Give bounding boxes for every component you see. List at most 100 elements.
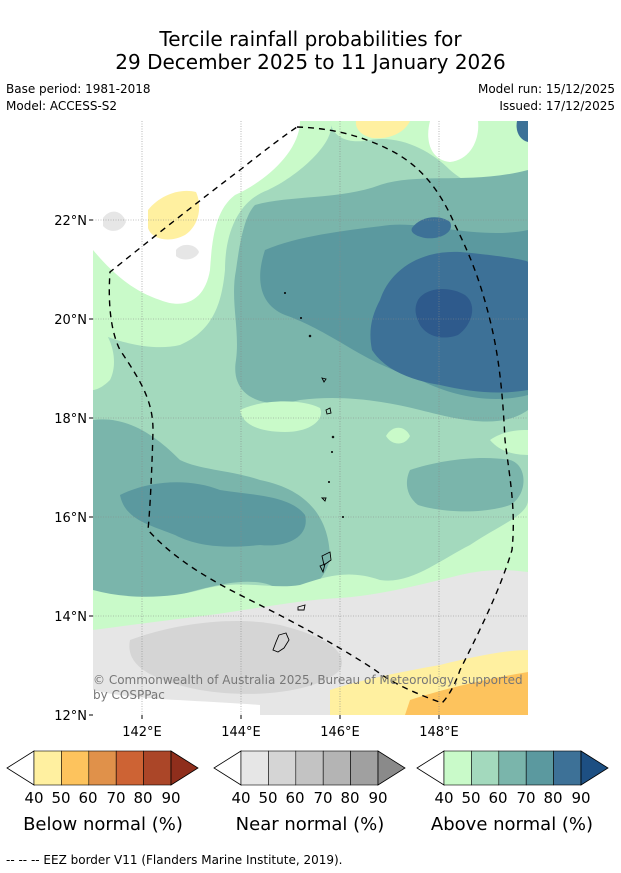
colorbar-near bbox=[213, 750, 406, 786]
colorbar-tick: 50 bbox=[258, 789, 277, 807]
island-c bbox=[321, 377, 327, 383]
colorbar-below-max-arrow bbox=[170, 750, 199, 786]
lat-label: 20°N bbox=[54, 313, 87, 328]
field-above-80-north bbox=[411, 217, 451, 239]
island-e bbox=[330, 450, 334, 454]
eez-footnote: -- -- -- EEZ border V11 (Flanders Marine… bbox=[6, 853, 343, 867]
colorbar-above-title: Above normal (%) bbox=[431, 814, 593, 835]
colorbar-cell bbox=[498, 750, 527, 786]
field-above-60-east bbox=[406, 458, 524, 512]
eez-border bbox=[108, 126, 514, 704]
tinian-island bbox=[319, 563, 326, 574]
saipan-island bbox=[321, 551, 332, 566]
issued-label: Issued: 17/12/2025 bbox=[499, 99, 615, 113]
guam-island bbox=[272, 632, 290, 653]
colorbar-below-cells bbox=[33, 750, 172, 786]
lat-label: 16°N bbox=[54, 511, 87, 526]
colorbar-tick: 90 bbox=[368, 789, 387, 807]
colorbar-tick: 70 bbox=[106, 789, 125, 807]
field-above-40-patch-b bbox=[386, 427, 410, 444]
map-title-line2: 29 December 2025 to 11 January 2026 bbox=[115, 50, 506, 74]
island-i bbox=[283, 291, 287, 295]
colorbar-below-ticks: 40 50 60 70 80 90 bbox=[24, 789, 180, 807]
field-above-90 bbox=[415, 288, 473, 338]
field-below-50-se bbox=[405, 672, 528, 715]
colorbar-tick: 80 bbox=[133, 789, 152, 807]
field-white-sw bbox=[93, 690, 260, 715]
colorbar-cell bbox=[322, 750, 351, 786]
field-above-40-patch-w bbox=[93, 320, 114, 390]
colorbar-cell bbox=[61, 750, 90, 786]
colorbar-near-min-arrow bbox=[213, 750, 242, 786]
base-period-label: Base period: 1981-2018 bbox=[6, 82, 151, 96]
copyright-line1: © Commonwealth of Australia 2025, Bureau… bbox=[93, 673, 523, 687]
latitude-labels: 22°N 20°N 18°N 16°N 14°N 12°N bbox=[54, 214, 87, 724]
field-near-40-a bbox=[103, 211, 126, 231]
island-d bbox=[331, 435, 335, 439]
longitude-labels: 142°E 144°E 146°E 148°E bbox=[122, 725, 459, 740]
colorbar-tick: 70 bbox=[313, 789, 332, 807]
colorbar-below-title: Below normal (%) bbox=[23, 814, 183, 835]
lon-label: 146°E bbox=[320, 725, 360, 740]
colorbar-tick: 60 bbox=[285, 789, 304, 807]
lon-label: 148°E bbox=[419, 725, 459, 740]
rota-island bbox=[297, 604, 306, 611]
colorbar-cell bbox=[553, 750, 582, 786]
island-f bbox=[327, 480, 331, 484]
colorbar-cell bbox=[471, 750, 500, 786]
colorbar-below-min-arrow bbox=[6, 750, 35, 786]
lon-label: 144°E bbox=[221, 725, 261, 740]
colorbar-near-max-arrow bbox=[377, 750, 406, 786]
island-j bbox=[341, 515, 345, 519]
field-near-40-b bbox=[176, 244, 199, 260]
colorbar-tick: 50 bbox=[461, 789, 480, 807]
field-above-70-sw bbox=[120, 482, 306, 547]
colorbar-near-title: Near normal (%) bbox=[236, 814, 385, 835]
colorbar-cell bbox=[33, 750, 62, 786]
colorbar-tick: 40 bbox=[24, 789, 43, 807]
colorbar-cell bbox=[88, 750, 117, 786]
colorbar-cell bbox=[443, 750, 472, 786]
lat-label: 18°N bbox=[54, 412, 87, 427]
colorbar-tick: 50 bbox=[51, 789, 70, 807]
colorbar-near-cells bbox=[240, 750, 379, 786]
colorbar-tick: 80 bbox=[340, 789, 359, 807]
colorbar-below bbox=[6, 750, 199, 786]
colorbar-tick: 80 bbox=[543, 789, 562, 807]
colorbar-tick: 40 bbox=[434, 789, 453, 807]
axis-ticks bbox=[89, 219, 440, 719]
island-g bbox=[308, 334, 312, 338]
colorbar-above-min-arrow bbox=[416, 750, 445, 786]
colorbar-tick: 40 bbox=[231, 789, 250, 807]
island-b bbox=[325, 407, 332, 415]
field-below-40-ne bbox=[355, 121, 410, 139]
model-run-label: Model run: 15/12/2025 bbox=[477, 82, 615, 96]
colorbar-above bbox=[416, 750, 609, 786]
colorbar-tick: 70 bbox=[516, 789, 535, 807]
colorbar-cell bbox=[143, 750, 172, 786]
field-above-80-ne bbox=[516, 121, 528, 142]
colorbar-cell bbox=[350, 750, 379, 786]
gridlines bbox=[93, 121, 528, 715]
map-title-line1: Tercile rainfall probabilities for bbox=[159, 27, 462, 51]
field-white-ne bbox=[428, 121, 479, 162]
colorbar-tick: 60 bbox=[488, 789, 507, 807]
lat-label: 12°N bbox=[54, 709, 87, 724]
field-below-40-nw bbox=[148, 190, 200, 240]
colorbar-cell bbox=[268, 750, 297, 786]
island-h bbox=[299, 316, 303, 320]
colorbar-above-ticks: 40 50 60 70 80 90 bbox=[434, 789, 590, 807]
lon-label: 142°E bbox=[122, 725, 162, 740]
lat-label: 14°N bbox=[54, 610, 87, 625]
colorbar-tick: 90 bbox=[571, 789, 590, 807]
colorbar-cell bbox=[115, 750, 144, 786]
colorbar-tick: 60 bbox=[78, 789, 97, 807]
island-outlines bbox=[272, 291, 345, 653]
lat-label: 22°N bbox=[54, 214, 87, 229]
colorbar-above-cells bbox=[443, 750, 582, 786]
field-above-40-patch-a bbox=[240, 401, 321, 432]
island-a bbox=[320, 497, 327, 502]
colorbar-cell bbox=[525, 750, 554, 786]
colorbar-tick: 90 bbox=[161, 789, 180, 807]
